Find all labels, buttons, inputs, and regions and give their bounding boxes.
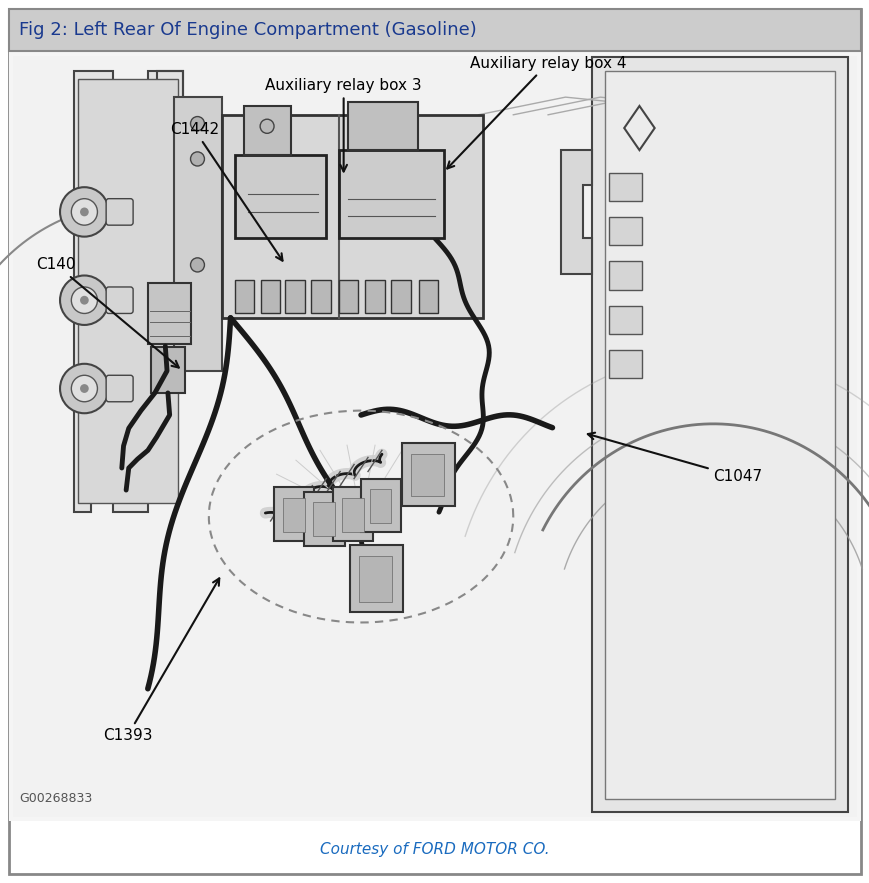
Bar [369,489,391,523]
Bar [419,280,438,313]
Text: C1393: C1393 [103,578,219,743]
Bar [243,106,291,155]
Bar [339,280,358,313]
Bar [150,347,185,393]
Bar [313,502,335,536]
Circle shape [71,287,97,313]
Bar [235,155,326,238]
Circle shape [60,364,109,413]
Circle shape [60,187,109,237]
Circle shape [260,119,274,133]
Bar [222,115,482,318]
Circle shape [71,199,97,225]
FancyBboxPatch shape [304,492,344,546]
Text: C140: C140 [36,258,179,367]
Bar [282,498,304,532]
Circle shape [71,375,97,402]
Bar [13,56,856,817]
Bar [591,57,847,812]
Text: Auxiliary relay box 4: Auxiliary relay box 4 [447,56,626,169]
Bar [235,280,254,313]
FancyBboxPatch shape [274,487,314,541]
Bar [348,102,417,150]
Circle shape [190,258,204,272]
FancyBboxPatch shape [333,487,373,541]
Circle shape [80,384,89,393]
Polygon shape [74,71,182,512]
Bar [285,280,304,313]
Text: Fig 2: Left Rear Of Engine Compartment (Gasoline): Fig 2: Left Rear Of Engine Compartment (… [19,21,476,39]
Bar [148,283,191,344]
Bar [608,173,641,201]
Text: Courtesy of FORD MOTOR CO.: Courtesy of FORD MOTOR CO. [320,842,549,857]
Bar [339,150,443,238]
FancyBboxPatch shape [401,443,454,506]
Bar [311,280,330,313]
Bar [410,454,443,496]
Circle shape [80,208,89,216]
Bar [9,9,860,51]
Circle shape [60,275,109,325]
FancyBboxPatch shape [361,479,401,532]
Bar [608,261,641,290]
Circle shape [190,117,204,131]
Bar [9,51,860,821]
Bar [391,280,410,313]
Bar [608,306,641,334]
FancyBboxPatch shape [106,199,133,225]
Text: Auxiliary relay box 3: Auxiliary relay box 3 [265,78,421,171]
Polygon shape [561,150,591,274]
Text: G00268833: G00268833 [19,792,92,805]
FancyBboxPatch shape [106,375,133,402]
Text: C1442: C1442 [169,122,282,260]
Bar [174,97,222,371]
Text: C1047: C1047 [587,433,761,484]
Bar [608,217,641,245]
Bar [365,280,384,313]
Bar [359,556,392,602]
Circle shape [80,296,89,305]
Circle shape [190,152,204,166]
FancyBboxPatch shape [106,287,133,313]
Bar [78,79,178,503]
Bar [604,71,834,799]
FancyBboxPatch shape [349,545,402,612]
Bar [261,280,280,313]
Bar [342,498,363,532]
Bar [608,350,641,378]
